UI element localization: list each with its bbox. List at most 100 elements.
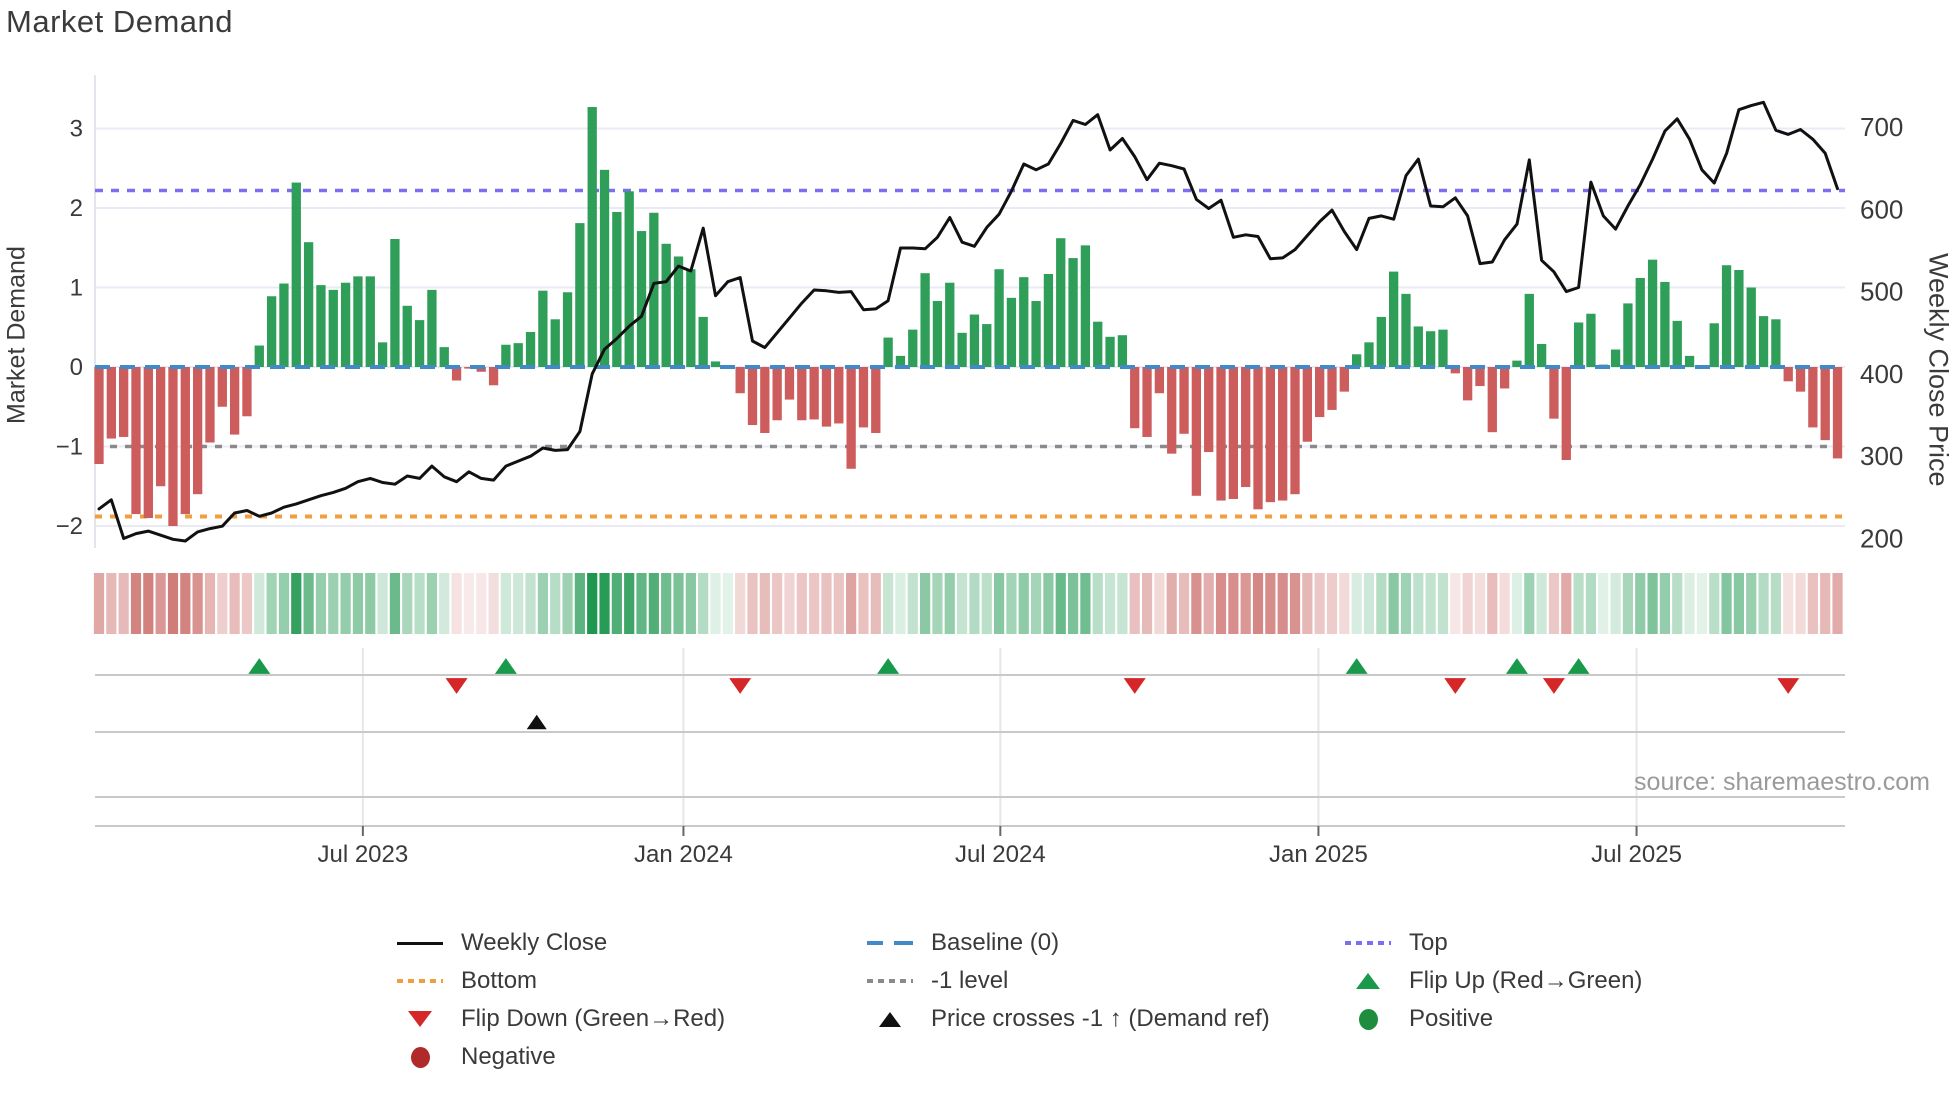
heatmap-cell [796, 573, 807, 634]
heatmap-cell [1129, 573, 1140, 634]
negative-circle-icon [397, 1046, 443, 1068]
demand-bar [772, 367, 782, 421]
left-axis-tick: 3 [70, 116, 83, 143]
heatmap-cell [981, 573, 992, 634]
heatmap-cell [426, 573, 438, 634]
legend-item-weekly-close: Weekly Close [397, 924, 725, 962]
flip-up-marker [248, 658, 271, 674]
positive-circle-icon [1345, 1008, 1391, 1030]
demand-bar [1315, 367, 1325, 418]
demand-bar [353, 276, 363, 367]
left-axis-tick: 2 [70, 195, 83, 222]
heatmap-cell [870, 573, 881, 634]
demand-bar [686, 269, 696, 367]
heatmap-cell [303, 573, 314, 634]
heatmap-cell [1178, 573, 1190, 634]
demand-bar [599, 169, 610, 367]
demand-bar [1290, 367, 1300, 495]
heatmap-cell [969, 573, 980, 634]
demand-bar [1536, 343, 1547, 367]
heatmap-cell [352, 573, 364, 634]
demand-bar [266, 296, 277, 367]
demand-bar [1413, 326, 1423, 367]
demand-bar [1093, 321, 1103, 367]
heatmap-cell [932, 573, 943, 634]
demand-bar [451, 367, 462, 381]
demand-bar [1758, 316, 1769, 367]
demand-bar [932, 301, 943, 367]
demand-bar [1438, 329, 1448, 367]
flip-up-marker [1567, 658, 1590, 674]
demand-bar [1142, 367, 1152, 437]
heatmap-cell [1117, 573, 1128, 634]
demand-bar [612, 211, 622, 367]
heatmap-cell [1807, 573, 1818, 634]
demand-bar [1105, 336, 1115, 367]
demand-bar [402, 305, 412, 367]
heatmap-cell [1030, 573, 1042, 634]
legend-label: Top [1409, 929, 1448, 956]
legend-item-flip-up: Flip Up (Red→Green) [1345, 962, 1642, 1000]
demand-bar [1549, 367, 1559, 419]
axis-tick-labels: 3 2 1 0 −1 −2 700 600 500 400 300 200 Jul 2023 Jan 20… [56, 112, 1904, 868]
heatmap-cell [93, 573, 105, 634]
heatmap-cell [784, 573, 795, 634]
demand-bar [575, 223, 585, 367]
price-cross-marker [526, 714, 547, 730]
demand-bar [180, 367, 190, 515]
heatmap-cell [1499, 573, 1510, 634]
demand-bar [1783, 367, 1793, 382]
demand-bar [784, 367, 795, 400]
legend-item-price-crosses: Price crosses -1 ↑ (Demand ref) [867, 1000, 1270, 1038]
demand-bar [131, 367, 141, 515]
minus1-line-icon [867, 979, 913, 983]
marker-panel [95, 648, 1845, 827]
heatmap-cell [1758, 573, 1769, 634]
demand-bar [1376, 316, 1386, 367]
demand-bar [871, 367, 881, 433]
demand-bar [1265, 367, 1275, 503]
demand-bar [760, 367, 770, 433]
demand-bar [945, 282, 955, 367]
heatmap-cell [513, 573, 524, 634]
demand-bar [908, 329, 918, 367]
demand-bar [649, 212, 659, 367]
heatmap-cell [365, 573, 376, 634]
heatmap-cell [525, 573, 536, 634]
heatmap-strip [93, 573, 1843, 634]
heatmap-cell [1265, 573, 1276, 634]
legend-label: Bottom [461, 967, 538, 994]
price-cross-triangle-icon [867, 1011, 913, 1027]
demand-bar [1709, 323, 1719, 367]
demand-bar [303, 242, 314, 367]
heatmap-cell [957, 573, 968, 634]
demand-bar [1364, 342, 1374, 367]
legend-label: Price crosses -1 ↑ (Demand ref) [931, 1005, 1270, 1032]
demand-bar [1660, 281, 1670, 367]
heatmap-cell [1659, 573, 1671, 634]
demand-bar [156, 367, 166, 487]
price-line [97, 100, 1839, 543]
legend-label: Flip Up (Red→Green) [1409, 967, 1643, 994]
legend-item-flip-down: Flip Down (Green→Red) [397, 1000, 725, 1038]
legend-label: Flip Down (Green→Red) [461, 1005, 726, 1032]
heatmap-cell [1585, 573, 1597, 634]
legend-item-bottom: Bottom [397, 962, 725, 1000]
demand-bar [1425, 331, 1436, 367]
legend-label: Negative [461, 1043, 556, 1070]
left-axis-tick: −1 [56, 434, 83, 461]
demand-bar [821, 367, 832, 427]
heatmap-cell [1043, 573, 1054, 634]
heatmap-cell [1055, 573, 1066, 634]
heatmap-cell [340, 573, 351, 634]
heatmap-cell [747, 573, 758, 634]
heatmap-cell [1733, 573, 1744, 634]
flip-up-marker [494, 658, 517, 674]
heatmap-cell [254, 573, 265, 634]
heatmap-cell [402, 573, 413, 634]
demand-bar [895, 355, 906, 367]
heatmap-cell [611, 573, 622, 634]
heatmap-cell [451, 573, 462, 634]
flip-up-marker [1505, 658, 1528, 674]
weekly-close-line-icon [397, 941, 443, 945]
